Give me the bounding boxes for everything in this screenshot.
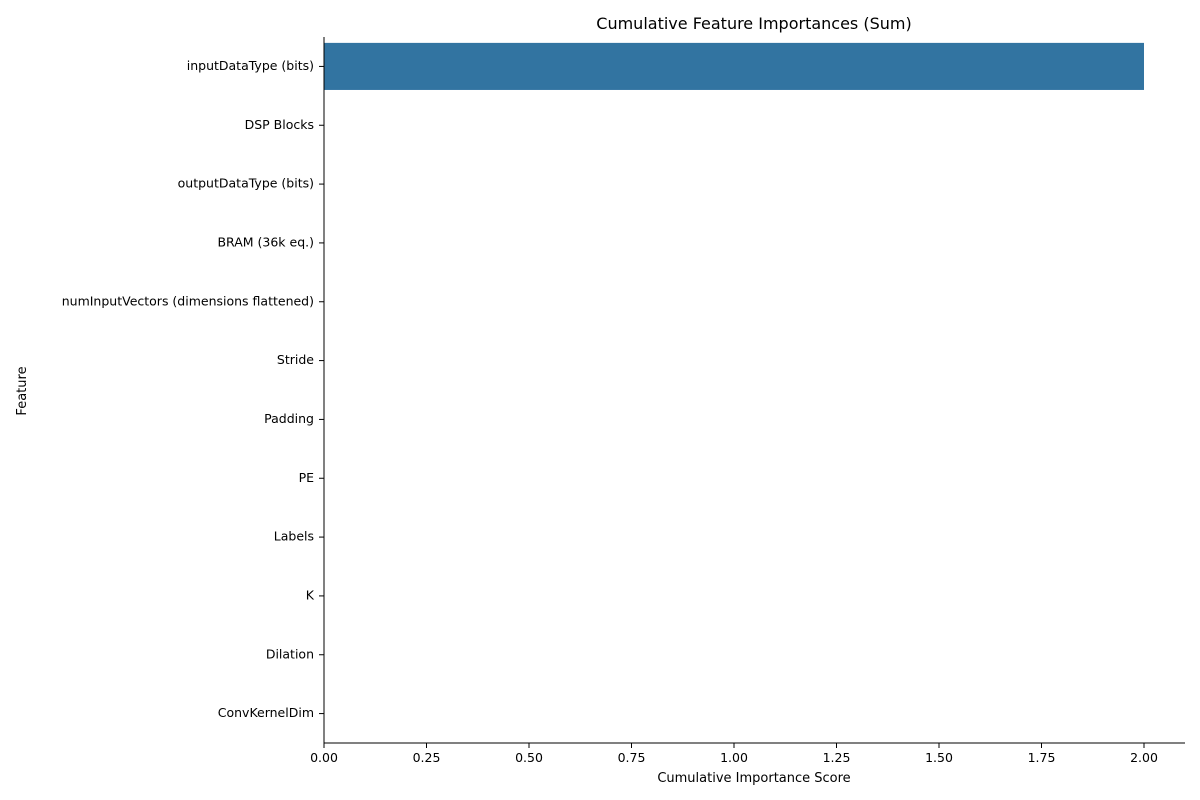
chart-title: Cumulative Feature Importances (Sum) bbox=[596, 14, 911, 33]
x-tick-label: 2.00 bbox=[1130, 750, 1158, 765]
y-tick-label: Stride bbox=[277, 352, 314, 367]
x-tick-label: 1.75 bbox=[1028, 750, 1056, 765]
x-tick-label: 1.25 bbox=[823, 750, 851, 765]
x-axis-ticks: 0.00 0.25 0.50 0.75 1.00 1.25 1.50 1.75 2.00 bbox=[310, 743, 1158, 765]
y-tick-label: Dilation bbox=[266, 646, 314, 661]
x-tick-label: 0.25 bbox=[413, 750, 441, 765]
y-tick-label: Padding bbox=[264, 411, 314, 426]
x-axis-label: Cumulative Importance Score bbox=[657, 771, 850, 786]
y-tick-label: PE bbox=[299, 470, 315, 485]
x-tick-label: 0.00 bbox=[310, 750, 338, 765]
axes-frame bbox=[323, 37, 1185, 744]
bars-group bbox=[324, 42, 1144, 90]
y-tick-label: DSP Blocks bbox=[245, 117, 314, 132]
bar-inputdatatype-bits bbox=[324, 42, 1144, 90]
y-tick-label: numInputVectors (dimensions flattened) bbox=[62, 293, 314, 308]
y-tick-label: ConvKernelDim bbox=[218, 705, 314, 720]
y-axis-label: Feature bbox=[15, 366, 30, 415]
x-tick-label: 0.75 bbox=[618, 750, 646, 765]
y-tick-label: BRAM (36k eq.) bbox=[217, 234, 314, 249]
x-tick-label: 1.50 bbox=[925, 750, 953, 765]
y-tick-label: outputDataType (bits) bbox=[178, 176, 314, 191]
x-tick-label: 1.00 bbox=[720, 750, 748, 765]
y-tick-label: K bbox=[306, 587, 315, 602]
y-tick-label: inputDataType (bits) bbox=[187, 58, 314, 73]
y-tick-label: Labels bbox=[274, 529, 314, 544]
y-axis-ticks: inputDataType (bits) DSP Blocks outputData… bbox=[62, 58, 324, 720]
x-tick-label: 0.50 bbox=[515, 750, 543, 765]
